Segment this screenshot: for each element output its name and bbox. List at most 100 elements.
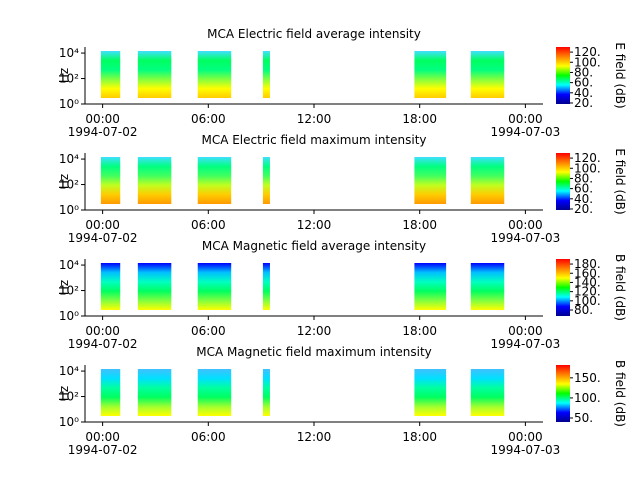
- panel-title: MCA Electric field average intensity: [207, 27, 421, 41]
- colorbar-tick-label: 80.: [574, 65, 593, 79]
- spectrogram-segment: [470, 263, 505, 310]
- colorbar-tick-label: 150.: [574, 371, 601, 385]
- spectrogram-segment: [197, 263, 232, 310]
- colorbar-tick-label: 100.: [574, 294, 601, 308]
- colorbar-tick-label: 40.: [574, 86, 593, 100]
- colorbar-tick-label: 120.: [574, 151, 601, 165]
- colorbar: [556, 47, 570, 104]
- y-tick-label: 10⁰: [59, 309, 79, 323]
- x-tick-label: 18:00: [402, 218, 437, 232]
- spectrogram-segment: [262, 263, 270, 310]
- spectrogram-segment: [262, 369, 270, 416]
- date-label: 1994-07-03: [491, 443, 561, 457]
- x-tick-label: 12:00: [297, 218, 332, 232]
- y-tick-label: 10⁰: [59, 203, 79, 217]
- x-tick-label: 00:00: [508, 112, 543, 126]
- x-tick-label: 18:00: [402, 430, 437, 444]
- panel-title: MCA Magnetic field maximum intensity: [196, 345, 432, 359]
- y-axis-label: Hz: [57, 68, 71, 83]
- spectrogram-segment: [470, 369, 505, 416]
- x-tick-label: 00:00: [85, 218, 120, 232]
- y-tick-label: 10²: [59, 72, 79, 86]
- colorbar-tick-label: 20.: [574, 96, 593, 110]
- y-tick-label: 10⁴: [59, 364, 79, 378]
- date-label: 1994-07-02: [68, 125, 138, 139]
- colorbar-tick-label: 100.: [574, 391, 601, 405]
- x-tick-label: 00:00: [508, 324, 543, 338]
- spectrogram-segment: [470, 157, 505, 204]
- y-tick-label: 10⁴: [59, 258, 79, 272]
- y-axis-label: Hz: [57, 280, 71, 295]
- x-tick-label: 06:00: [191, 430, 226, 444]
- spectrogram-segment: [100, 51, 121, 98]
- panel-title: MCA Electric field maximum intensity: [201, 133, 426, 147]
- panel-title: MCA Magnetic field average intensity: [202, 239, 426, 253]
- y-axis-label: Hz: [57, 386, 71, 401]
- spectrogram-segment: [262, 157, 270, 204]
- x-tick-label: 00:00: [85, 112, 120, 126]
- colorbar: [556, 153, 570, 210]
- date-label: 1994-07-03: [491, 125, 561, 139]
- date-label: 1994-07-03: [491, 231, 561, 245]
- y-tick-label: 10⁴: [59, 152, 79, 166]
- spectrogram-segment: [197, 51, 232, 98]
- y-tick-label: 10²: [59, 178, 79, 192]
- colorbar-tick-label: 50.: [574, 411, 593, 425]
- colorbar-tick-label: 60.: [574, 182, 593, 196]
- spectrogram-segment: [137, 51, 172, 98]
- spectrogram-segment: [414, 369, 447, 416]
- spectrogram-segment: [137, 157, 172, 204]
- spectrogram-segment: [100, 157, 121, 204]
- spectrogram-segment: [262, 51, 270, 98]
- x-tick-label: 18:00: [402, 112, 437, 126]
- colorbar-tick-label: 60.: [574, 76, 593, 90]
- date-label: 1994-07-02: [68, 337, 138, 351]
- colorbar-tick-label: 80.: [574, 303, 593, 317]
- y-tick-label: 10²: [59, 284, 79, 298]
- colorbar-tick-label: 100.: [574, 161, 601, 175]
- colorbar: [556, 365, 570, 422]
- colorbar-label: B field (dB): [613, 254, 627, 321]
- x-tick-label: 18:00: [402, 324, 437, 338]
- colorbar-label: B field (dB): [613, 360, 627, 427]
- colorbar-label: E field (dB): [613, 148, 627, 214]
- x-tick-label: 12:00: [297, 430, 332, 444]
- spectrogram-segment: [137, 369, 172, 416]
- y-tick-label: 10⁴: [59, 46, 79, 60]
- x-tick-label: 06:00: [191, 324, 226, 338]
- y-tick-label: 10⁰: [59, 415, 79, 429]
- spectrogram-segment: [197, 369, 232, 416]
- colorbar-tick-label: 40.: [574, 192, 593, 206]
- x-tick-label: 12:00: [297, 324, 332, 338]
- colorbar-tick-label: 120.: [574, 45, 601, 59]
- spectrogram-segment: [100, 369, 121, 416]
- y-axis-label: Hz: [57, 174, 71, 189]
- spectrogram-segment: [197, 157, 232, 204]
- x-tick-label: 00:00: [85, 324, 120, 338]
- colorbar-tick-label: 120.: [574, 285, 601, 299]
- x-tick-label: 00:00: [508, 430, 543, 444]
- colorbar-tick-label: 180.: [574, 257, 601, 271]
- y-tick-label: 10⁰: [59, 97, 79, 111]
- colorbar-tick-label: 160.: [574, 266, 601, 280]
- colorbar-tick-label: 20.: [574, 202, 593, 216]
- y-tick-label: 10²: [59, 390, 79, 404]
- x-tick-label: 06:00: [191, 218, 226, 232]
- spectrogram-segment: [414, 51, 447, 98]
- x-tick-label: 00:00: [508, 218, 543, 232]
- colorbar-label: E field (dB): [613, 42, 627, 108]
- date-label: 1994-07-03: [491, 337, 561, 351]
- colorbar-tick-label: 100.: [574, 55, 601, 69]
- spectrogram-segment: [414, 157, 447, 204]
- x-tick-label: 12:00: [297, 112, 332, 126]
- date-label: 1994-07-02: [68, 231, 138, 245]
- spectrogram-segment: [137, 263, 172, 310]
- colorbar-tick-label: 80.: [574, 171, 593, 185]
- x-tick-label: 00:00: [85, 430, 120, 444]
- date-label: 1994-07-02: [68, 443, 138, 457]
- spectrogram-segment: [470, 51, 505, 98]
- colorbar-tick-label: 140.: [574, 275, 601, 289]
- colorbar: [556, 259, 570, 316]
- spectrogram-segment: [414, 263, 447, 310]
